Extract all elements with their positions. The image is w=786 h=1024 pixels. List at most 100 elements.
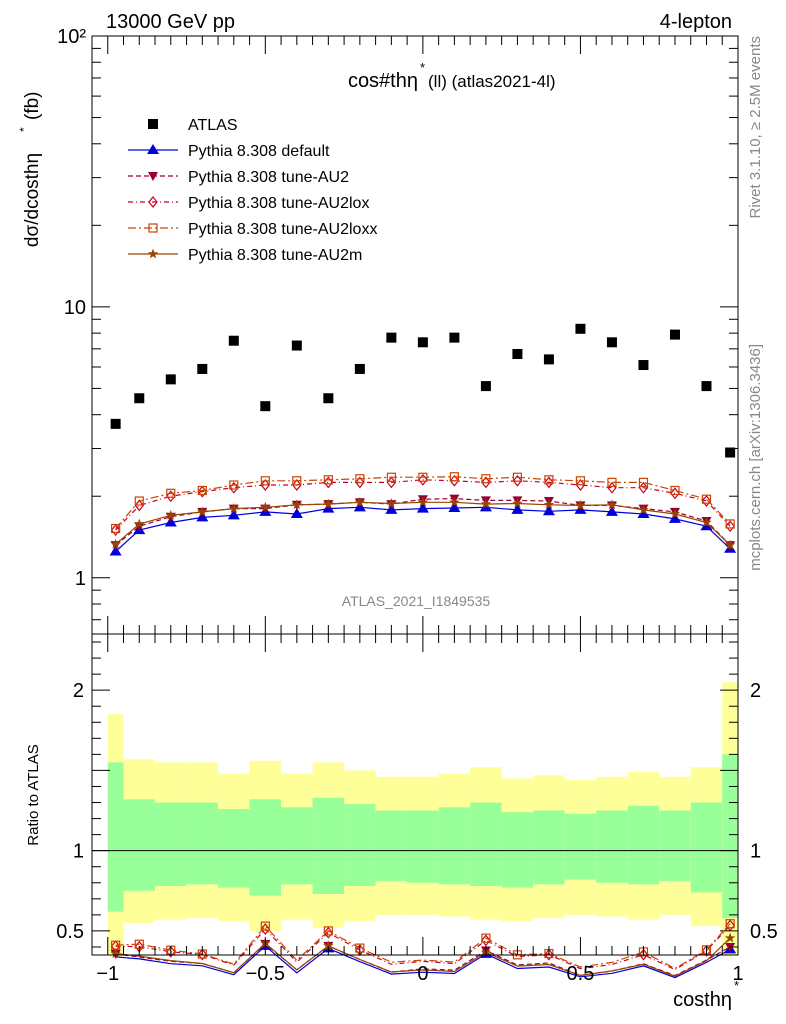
point-au2m bbox=[260, 501, 271, 512]
point-au2loxx bbox=[670, 485, 680, 496]
legend-label-data: ATLAS bbox=[188, 117, 238, 134]
ratio-band-inner bbox=[722, 754, 738, 919]
point-au2loxx bbox=[292, 476, 302, 486]
chart-title-sub: (ll) (atlas2021-4l) bbox=[428, 72, 556, 91]
point-data bbox=[543, 354, 554, 365]
point-au2loxx bbox=[481, 474, 491, 484]
mcplots-label: mcplots.cern.ch [arXiv:1306.3436] bbox=[747, 344, 764, 571]
point-data bbox=[110, 418, 121, 429]
ratio-band-inner bbox=[470, 802, 502, 886]
point-au2loxx bbox=[229, 480, 239, 490]
point-au2m bbox=[701, 517, 712, 527]
ratio-band-inner bbox=[186, 802, 219, 885]
ratio-y-tick-label: 0.5 bbox=[56, 921, 84, 943]
ratio-band-inner bbox=[596, 810, 628, 883]
x-tick-label: 0 bbox=[417, 963, 428, 985]
point-data bbox=[228, 335, 239, 346]
ratio-band-inner bbox=[438, 807, 471, 885]
point-au2lox bbox=[292, 479, 302, 491]
ratio-y-tick-label: 2 bbox=[73, 680, 84, 702]
point-au2loxx bbox=[166, 488, 176, 498]
legend-label-au2loxx: Pythia 8.308 tune-AU2loxx bbox=[188, 221, 377, 238]
x-tick-label: −0.5 bbox=[246, 963, 285, 985]
ratio-point-au2lox bbox=[323, 926, 334, 939]
ratio-band-inner bbox=[281, 807, 313, 885]
point-default bbox=[542, 505, 555, 516]
point-data bbox=[480, 381, 491, 392]
point-au2m bbox=[512, 498, 523, 508]
ratio-band-inner bbox=[564, 813, 597, 880]
ratio-band-inner bbox=[155, 802, 187, 886]
ratio-band-inner bbox=[123, 799, 156, 891]
legend-label-au2: Pythia 8.308 tune-AU2 bbox=[188, 169, 349, 186]
point-data bbox=[291, 340, 302, 351]
y-tick-label: 10² bbox=[57, 26, 86, 48]
ratio-point-au2loxx bbox=[260, 921, 270, 931]
point-au2loxx bbox=[386, 472, 396, 482]
point-au2lox bbox=[355, 476, 365, 489]
point-data bbox=[669, 329, 680, 340]
point-data bbox=[725, 447, 736, 458]
legend-label-au2lox: Pythia 8.308 tune-AU2lox bbox=[188, 195, 369, 212]
point-au2lox bbox=[323, 476, 334, 489]
legend-label-default: Pythia 8.308 default bbox=[188, 143, 330, 160]
point-au2loxx bbox=[355, 474, 365, 484]
point-data bbox=[134, 393, 145, 404]
point-au2m bbox=[354, 496, 366, 507]
ratio-y-ticks: 0.5 0.5 1 1 2 2 bbox=[56, 641, 778, 948]
point-default bbox=[479, 501, 492, 512]
point-au2loxx bbox=[418, 472, 428, 482]
ratio-band-inner bbox=[312, 797, 345, 895]
point-data bbox=[165, 374, 176, 385]
point-default bbox=[109, 545, 122, 556]
point-au2lox bbox=[481, 476, 491, 489]
point-au2m bbox=[575, 499, 586, 510]
ratio-frame bbox=[91, 633, 739, 956]
point-data bbox=[323, 393, 334, 404]
ratio-bands bbox=[107, 682, 738, 955]
point-au2m bbox=[480, 498, 492, 509]
y-axis-label: dσ/dcosthη bbox=[22, 153, 43, 247]
ratio-point-au2lox bbox=[544, 948, 554, 961]
y-tick-label: 1 bbox=[75, 568, 86, 590]
x-axis-label: costhη bbox=[673, 989, 732, 1011]
point-au2loxx bbox=[449, 472, 459, 482]
main-y-ticks: 1 10 10² bbox=[57, 26, 738, 621]
point-au2loxx bbox=[544, 475, 554, 485]
point-au2loxx bbox=[197, 485, 207, 496]
point-default bbox=[605, 505, 618, 516]
point-au2lox bbox=[701, 495, 712, 507]
point-au2loxx bbox=[512, 472, 523, 482]
point-au2loxx bbox=[701, 494, 712, 504]
y-tick-label: 10 bbox=[64, 297, 86, 319]
point-au2loxx bbox=[638, 477, 649, 487]
point-data bbox=[575, 323, 586, 334]
point-au2m bbox=[323, 498, 334, 509]
legend-marker-au2 bbox=[148, 172, 158, 181]
ratio-point-au2m bbox=[110, 948, 121, 958]
point-au2m bbox=[606, 499, 618, 510]
ratio-band-inner bbox=[501, 812, 534, 888]
point-data bbox=[197, 363, 208, 374]
point-au2m bbox=[386, 498, 397, 508]
point-au2loxx bbox=[725, 519, 735, 529]
point-data bbox=[701, 381, 712, 392]
point-data bbox=[638, 360, 649, 371]
x-tick-label: 1 bbox=[732, 963, 743, 985]
ratio-band-inner bbox=[690, 802, 723, 893]
header-right: 4-lepton bbox=[660, 11, 732, 33]
watermark: ATLAS_2021_I1849535 bbox=[342, 593, 491, 609]
point-au2loxx bbox=[607, 477, 617, 487]
point-default bbox=[448, 501, 461, 512]
point-data bbox=[512, 348, 523, 359]
ratio-plot: 0.5 0.5 1 1 2 2 −1 −0.5 0 0.5 1 Ratio to ATLAS co… bbox=[25, 633, 778, 1011]
legend-marker-au2lox bbox=[148, 196, 158, 208]
point-au2lox bbox=[512, 474, 523, 487]
ratio-point-au2lox bbox=[197, 948, 208, 961]
point-au2loxx bbox=[323, 475, 333, 485]
ratio-point-au2m bbox=[724, 932, 736, 943]
ratio-band-inner bbox=[107, 762, 124, 912]
series-line-au2loxx bbox=[115, 476, 731, 529]
main-plot: 1 10 10² cos#thη * (ll) (atlas2021-4l) ATL… bbox=[17, 26, 739, 635]
